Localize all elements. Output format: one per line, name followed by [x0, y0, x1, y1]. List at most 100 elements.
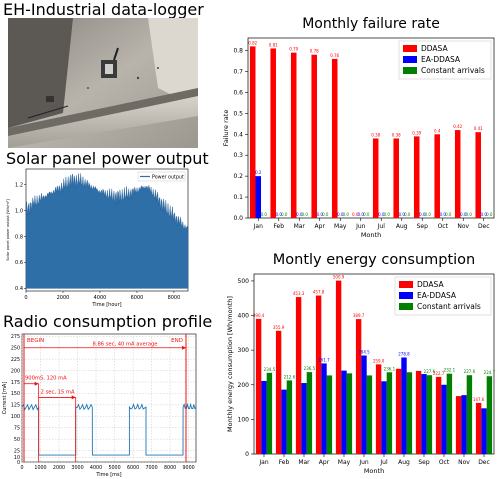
x-tick-label: 0: [20, 465, 23, 471]
bar-ea-ddasa: [461, 395, 467, 454]
y-axis-label: Solar panel power output [Wh/m³]: [6, 199, 10, 261]
bar-constant-arrivals: [286, 380, 293, 454]
data-label: 0.0: [358, 212, 365, 217]
legend-label: DDASA: [417, 280, 444, 289]
x-tick-label: Feb: [279, 459, 290, 466]
bar-constant-arrivals: [406, 372, 413, 454]
data-label: 0.0: [317, 212, 324, 217]
burst-label: 900mS, 120 mA: [25, 376, 67, 382]
x-tick-label: 4000: [94, 295, 107, 301]
data-label: 0.0: [281, 212, 288, 217]
legend-swatch: [399, 303, 413, 310]
data-label: 500.9: [333, 275, 345, 280]
bar-ddasa: [395, 368, 402, 454]
y-tick-label: 125: [11, 403, 20, 409]
data-label: 212.6: [284, 374, 296, 379]
bar-ddasa: [393, 138, 399, 218]
bar-ddasa: [355, 319, 362, 454]
chart-title: Monthly failure rate: [302, 16, 440, 32]
y-tick-label: 0.6: [233, 89, 243, 96]
x-tick-label: 0: [24, 295, 27, 301]
bar-constant-arrivals: [266, 372, 273, 454]
data-label: 236.1: [384, 366, 396, 371]
data-label: 0.0: [419, 212, 426, 217]
y-tick-label: 50: [14, 437, 20, 443]
y-tick-label: 75: [14, 426, 20, 432]
data-label: 232.1: [444, 368, 456, 373]
bar-ddasa: [255, 318, 262, 454]
x-tick-label: Feb: [273, 223, 284, 230]
x-tick-label: 2000: [57, 295, 70, 301]
power-output-area: [25, 173, 189, 289]
bar-ea-ddasa: [481, 408, 487, 454]
data-label: 234.5: [264, 367, 276, 372]
y-tick-label: 10: [14, 455, 20, 461]
plot-frame: [21, 333, 197, 463]
energy-consumption-chart: Montly energy consumption 0 100 200 300 400 50…: [226, 252, 496, 475]
data-label: 147.6: [473, 397, 485, 402]
bar-constant-arrivals: [306, 372, 313, 454]
x-tick-label: 1000: [34, 465, 46, 471]
y-axis-label: Monthly energy consumption [Wh/month]: [226, 296, 234, 432]
x-tick-label: Jul: [379, 459, 388, 466]
data-label: 453.3: [293, 291, 305, 296]
legend-swatch: [403, 56, 417, 63]
data-label: 0.0: [302, 212, 309, 217]
y-tick-label: 1.0: [15, 208, 23, 214]
bar-ddasa: [375, 364, 382, 454]
legend-swatch: [403, 67, 417, 74]
x-tick-label: Oct: [438, 223, 449, 230]
y-tick-label: 0.1: [233, 194, 243, 201]
x-tick-label: Nov: [458, 459, 470, 466]
data-label: 227.6: [464, 369, 476, 374]
data-label: 0.0: [343, 212, 350, 217]
y-tick-label: 250: [11, 346, 20, 352]
data-label: 0.38: [392, 132, 401, 137]
data-label: 0.0: [322, 212, 329, 217]
x-tick-label: Apr: [319, 459, 330, 466]
data-label: 0.81: [269, 42, 278, 47]
y-tick-label: 225: [11, 357, 20, 363]
data-label: 390.4: [253, 313, 265, 318]
y-tick-label: 275: [11, 334, 20, 340]
y-tick-label: 1.2: [15, 182, 23, 188]
chart-title: Montly energy consumption: [273, 252, 476, 268]
data-label: 0.0: [486, 212, 493, 217]
x-tick-label: 6000: [127, 465, 139, 471]
y-tick-label: 0.8: [15, 234, 23, 240]
bar-ddasa: [413, 136, 420, 218]
bar-constant-arrivals: [386, 372, 393, 454]
data-label: 0.0: [404, 212, 411, 217]
bar-ddasa: [455, 396, 462, 454]
y-tick-label: 200: [11, 368, 20, 374]
data-label: 0.79: [289, 47, 298, 52]
bar-ddasa: [415, 370, 422, 454]
y-tick-label: 0.2: [233, 173, 243, 180]
bar-ea-ddasa: [341, 370, 347, 454]
bar-constant-arrivals: [326, 375, 333, 454]
y-tick-label: 500: [238, 278, 250, 285]
legend-label: DDASA: [421, 44, 448, 53]
bar-ddasa: [331, 58, 338, 218]
data-label: 0.78: [310, 49, 319, 54]
y-axis-label: Current [mA]: [2, 382, 8, 415]
data-label: 0.0: [466, 212, 473, 217]
x-tick-label: 6000: [131, 295, 144, 301]
data-label: 236.5: [304, 366, 316, 371]
y-tick-label: 0.0: [233, 215, 243, 222]
legend-swatch: [403, 45, 417, 52]
x-tick-label: 2000: [53, 465, 65, 471]
x-tick-label: Jun: [355, 223, 366, 230]
x-tick-label: Apr: [315, 223, 326, 230]
idle-label: 2 sec, 15 mA: [41, 389, 75, 395]
y-tick-label: 0.3: [233, 152, 243, 159]
bar-ddasa: [475, 402, 482, 454]
y-tick-label: 200: [238, 382, 250, 389]
average-label: 8.86 sec, 40 mA average: [93, 342, 158, 348]
x-tick-label: Aug: [396, 223, 408, 230]
bar-ddasa: [315, 295, 322, 454]
bar-constant-arrivals: [466, 375, 473, 454]
x-tick-label: 4000: [90, 465, 102, 471]
bar-constant-arrivals: [486, 376, 493, 454]
x-axis-label: Time [hour]: [91, 302, 121, 308]
